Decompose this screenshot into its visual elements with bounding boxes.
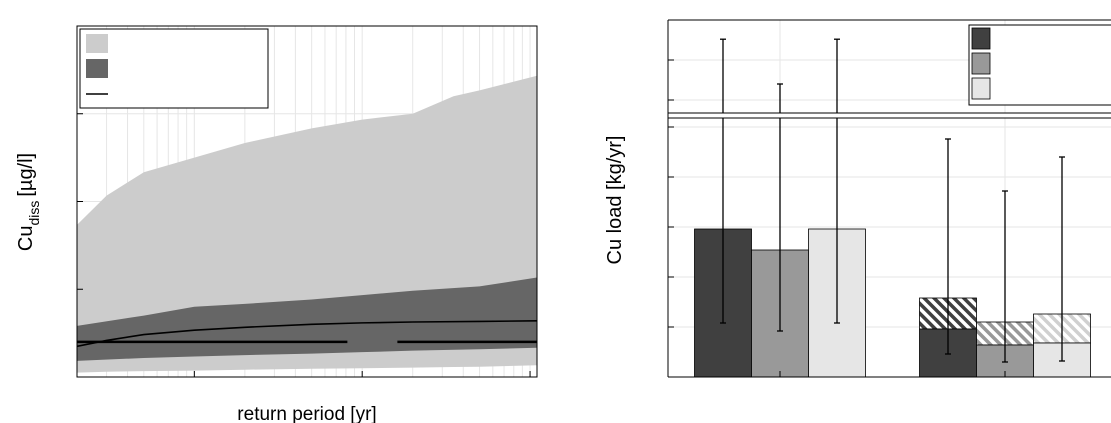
legend-swatch: [86, 34, 108, 53]
left-y-axis-label: Cudiss [µg/l]: [15, 153, 42, 251]
left-y-label-sub: diss: [26, 201, 42, 226]
right-legend: [968, 24, 1111, 106]
quantile-band-chart: return period [yr] Cudiss [µg/l]: [15, 25, 538, 423]
svg-text:Cu load [kg/yr]: Cu load [kg/yr]: [604, 136, 626, 265]
left-y-label-unit: [µg/l]: [15, 153, 37, 197]
right-y-axis-label: Cu load [kg/yr]: [604, 136, 626, 265]
band-25-75: [77, 277, 537, 361]
left-legend: [79, 28, 269, 109]
left-y-label-main: Cu: [15, 226, 37, 252]
median-line: [77, 320, 537, 348]
left-x-axis-label: return period [yr]: [237, 404, 376, 423]
legend-swatch-scenario-a: [971, 52, 991, 75]
legend-swatch-scenario-b: [971, 77, 991, 100]
legend-swatch-baseline: [971, 27, 991, 50]
svg-text:Cudiss[µg/l]: Cudiss [µg/l]: [15, 153, 42, 251]
right-legend-box: [968, 24, 1111, 106]
left-legend-box: [79, 28, 269, 109]
bar-chart: Cu load [kg/yr]: [604, 19, 1111, 378]
axis-break-gap: [668, 113, 1111, 118]
legend-swatch: [86, 59, 108, 78]
elv-label-background: [347, 330, 398, 351]
